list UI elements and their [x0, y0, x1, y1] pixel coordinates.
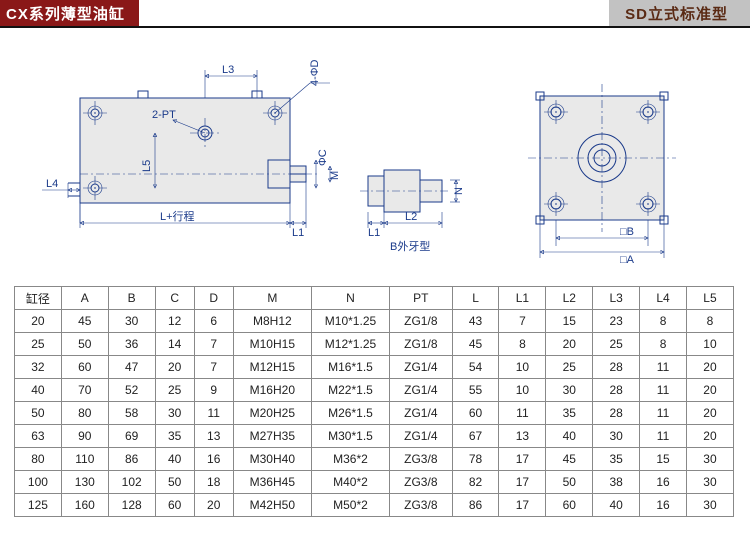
rod-detail: N L1 L2 B外牙型 — [360, 170, 465, 253]
label-L1b: L1 — [368, 227, 380, 239]
label-N: N — [453, 187, 465, 195]
diagram-svg: L3 4-ΦD 2-PT L5 L4 L+行程 L1 ΦC M N L1 L2 … — [0, 28, 750, 278]
front-view: □B □A — [528, 84, 676, 266]
table-row: 407052259M16H20M22*1.5ZG1/4551030281120 — [15, 379, 734, 402]
col-header: L1 — [499, 287, 546, 310]
table-row: 5080583011M20H25M26*1.5ZG1/4601135281120 — [15, 402, 734, 425]
col-header: L4 — [640, 287, 687, 310]
header: CX系列薄型油缸 SD立式标准型 — [0, 0, 750, 28]
col-header: B — [108, 287, 155, 310]
table-row: 80110864016M30H40M36*2ZG3/8781745351530 — [15, 448, 734, 471]
spec-table: 缸径ABCDMNPTLL1L2L3L4L5 204530126M8H12M10*… — [14, 286, 734, 517]
table-header-row: 缸径ABCDMNPTLL1L2L3L4L5 — [15, 287, 734, 310]
header-spacer — [139, 0, 609, 26]
label-sqB: □B — [620, 226, 634, 238]
title-left: CX系列薄型油缸 — [0, 0, 139, 26]
col-header: L — [452, 287, 499, 310]
col-header: L2 — [546, 287, 593, 310]
label-sqA: □A — [620, 254, 635, 266]
label-L2: L2 — [405, 211, 417, 223]
table-row: 6390693513M27H35M30*1.5ZG1/4671340301120 — [15, 425, 734, 448]
col-header: L5 — [686, 287, 733, 310]
col-header: L3 — [593, 287, 640, 310]
col-header: A — [61, 287, 108, 310]
col-header: C — [155, 287, 194, 310]
table-row: 1251601286020M42H50M50*2ZG3/886176040163… — [15, 494, 734, 517]
technical-diagram: L3 4-ΦD 2-PT L5 L4 L+行程 L1 ΦC M N L1 L2 … — [0, 28, 750, 278]
col-header: D — [194, 287, 233, 310]
col-header: M — [233, 287, 311, 310]
label-L3: L3 — [222, 64, 234, 76]
col-header: N — [311, 287, 389, 310]
label-L1: L1 — [292, 227, 304, 239]
table-row: 326047207M12H15M16*1.5ZG1/4541025281120 — [15, 356, 734, 379]
label-L5: L5 — [141, 160, 153, 172]
label-phiC: ΦC — [317, 149, 329, 166]
label-Lstroke: L+行程 — [160, 210, 195, 223]
label-L4: L4 — [46, 178, 58, 190]
table-row: 255036147M10H15M12*1.25ZG1/84582025810 — [15, 333, 734, 356]
table-row: 1001301025018M36H45M40*2ZG3/882175038163… — [15, 471, 734, 494]
label-Bshape: B外牙型 — [390, 239, 430, 253]
title-right: SD立式标准型 — [609, 0, 750, 26]
col-header: PT — [390, 287, 453, 310]
label-4phiD: 4-ΦD — [309, 59, 321, 86]
col-header: 缸径 — [15, 287, 62, 310]
label-2PT: 2-PT — [152, 109, 176, 121]
side-view — [68, 91, 320, 203]
label-M: M — [329, 171, 341, 180]
table-row: 204530126M8H12M10*1.25ZG1/8437152388 — [15, 310, 734, 333]
